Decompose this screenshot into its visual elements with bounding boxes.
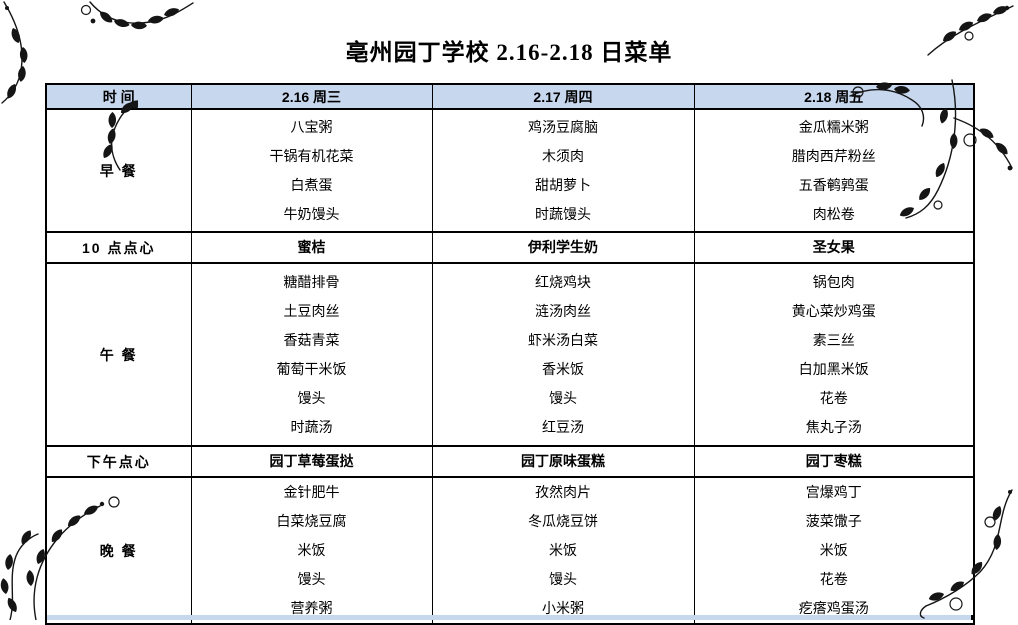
menu-item: 时蔬汤 bbox=[290, 418, 333, 435]
table-row-0: 早 餐八宝粥 干锅有机花菜 白煮蛋 牛奶馒头 鸡汤豆腐脑 木须肉 甜胡萝卜 时蔬馒头 金瓜糯米粥… bbox=[45, 108, 975, 233]
menu-item: 馒头 bbox=[549, 389, 577, 406]
menu-item: 八宝粥 bbox=[290, 118, 333, 135]
page-title: 亳州园丁学校 2.16-2.18 日菜单 bbox=[345, 40, 673, 65]
header-cell-2: 2.17 周四 bbox=[431, 83, 695, 110]
menu-cell: 宫爆鸡丁菠菜馓子米饭花卷疙瘩鸡蛋汤 bbox=[693, 476, 975, 625]
menu-cell: 八宝粥干锅有机花菜 白煮蛋牛奶馒头 bbox=[190, 108, 433, 233]
menu-item: 宫爆鸡丁 bbox=[805, 484, 862, 500]
menu-item: 涟汤肉丝 bbox=[535, 302, 591, 319]
menu-item: 甜胡萝卜 bbox=[535, 176, 591, 193]
menu-item: 园丁枣糕 bbox=[805, 453, 862, 469]
row-label: 早 餐 bbox=[45, 108, 192, 233]
menu-item: 焦丸子汤 bbox=[805, 418, 862, 435]
menu-cell: 金针肥牛白菜烧豆腐米饭馒头营养粥 bbox=[190, 476, 433, 625]
header-cell-3: 2.18 周五 bbox=[693, 83, 975, 110]
menu-item: 孜然肉片 bbox=[535, 484, 591, 500]
menu-cell: 园丁草莓蛋挞 bbox=[190, 445, 433, 478]
menu-item: 小米粥 bbox=[542, 600, 584, 616]
menu-item: 香米饭 bbox=[542, 360, 584, 377]
menu-cell: 伊利学生奶 bbox=[431, 231, 695, 264]
menu-item: 糖醋排骨 bbox=[283, 273, 340, 290]
menu-item: 白菜烧豆腐 bbox=[276, 513, 347, 529]
row-label: 下午点心 bbox=[45, 445, 192, 478]
header-cell-1: 2.16 周三 bbox=[190, 83, 433, 110]
menu-cell: 蜜桔 bbox=[190, 231, 433, 264]
menu-cell: 孜然肉片冬瓜烧豆饼米饭馒头小米粥 bbox=[431, 476, 695, 625]
menu-item: 虾米汤白菜 bbox=[528, 331, 598, 348]
menu-item: 红豆汤 bbox=[542, 418, 584, 435]
menu-item: 米饭 bbox=[549, 542, 577, 558]
menu-item: 金瓜糯米粥 bbox=[798, 118, 869, 135]
table-row-2: 午 餐糖醋排骨 土豆肉丝 香菇青菜 葡萄干米饭 馒头 时蔬汤 红烧鸡块 涟汤肉丝 虾米汤白菜 香米… bbox=[45, 262, 975, 447]
menu-item: 五香鹌鹑蛋 bbox=[798, 176, 869, 193]
menu-item: 木须肉 bbox=[542, 147, 584, 164]
menu-item: 菠菜馓子 bbox=[805, 513, 862, 529]
menu-item: 圣女果 bbox=[812, 239, 855, 255]
menu-item: 米饭 bbox=[819, 542, 848, 558]
menu-item: 园丁草莓蛋挞 bbox=[269, 453, 354, 469]
menu-item: 蜜桔 bbox=[297, 239, 326, 255]
menu-item: 白煮蛋 bbox=[290, 176, 333, 193]
menu-item: 馒头 bbox=[297, 571, 326, 587]
menu-item: 锅包肉 bbox=[812, 273, 855, 290]
menu-cell: 鸡汤豆腐脑木须肉甜胡萝卜时蔬馒头 bbox=[431, 108, 695, 233]
menu-item: 园丁原味蛋糕 bbox=[521, 453, 605, 469]
menu-cell: 金瓜糯米粥腊肉西芹粉丝 五香鹌鹑蛋肉松卷 bbox=[693, 108, 975, 233]
menu-item: 香菇青菜 bbox=[283, 331, 340, 348]
table-row-3: 下午点心 园丁草莓蛋挞 园丁原味蛋糕 园丁枣糕 bbox=[45, 445, 975, 478]
partial-next-row bbox=[45, 615, 973, 620]
row-label: 晚 餐 bbox=[45, 476, 192, 625]
menu-item: 鸡汤豆腐脑 bbox=[528, 118, 598, 135]
menu-item: 馒头 bbox=[297, 389, 326, 406]
table-row-4: 晚 餐金针肥牛 白菜烧豆腐 米饭 馒头 营养粥 孜然肉片 冬瓜烧豆饼 米饭 馒头 小米粥 宫爆鸡丁菠… bbox=[45, 476, 975, 625]
table-row-1: 10 点点心 蜜桔 伊利学生奶 圣女果 bbox=[45, 231, 975, 264]
menu-table: 时 间 2.16 周三 2.17 周四 2.18 周五 早 餐八宝粥 干锅有机花菜 白煮蛋… bbox=[45, 83, 975, 625]
menu-item: 牛奶馒头 bbox=[283, 205, 340, 222]
menu-item: 米饭 bbox=[297, 542, 326, 558]
row-label: 午 餐 bbox=[45, 262, 192, 447]
menu-cell: 园丁枣糕 bbox=[693, 445, 975, 478]
menu-item: 金针肥牛 bbox=[283, 484, 340, 500]
menu-cell: 锅包肉黄心菜炒鸡蛋 素三丝白加黑米饭花卷焦丸子汤 bbox=[693, 262, 975, 447]
menu-item: 素三丝 bbox=[812, 331, 855, 348]
menu-item: 疙瘩鸡蛋汤 bbox=[798, 600, 869, 616]
row-label: 10 点点心 bbox=[45, 231, 192, 264]
menu-item: 伊利学生奶 bbox=[528, 239, 598, 255]
menu-item: 土豆肉丝 bbox=[283, 302, 340, 319]
menu-item: 冬瓜烧豆饼 bbox=[528, 513, 598, 529]
menu-item: 白加黑米饭 bbox=[798, 360, 869, 377]
menu-cell: 糖醋排骨土豆肉丝香菇青菜葡萄干米饭馒头时蔬汤 bbox=[190, 262, 433, 447]
header-cell-0: 时 间 bbox=[45, 83, 192, 110]
menu-item: 腊肉西芹粉丝 bbox=[791, 147, 876, 164]
menu-item: 花卷 bbox=[819, 389, 848, 406]
menu-cell: 红烧鸡块涟汤肉丝虾米汤白菜香米饭馒头红豆汤 bbox=[431, 262, 695, 447]
menu-item: 红烧鸡块 bbox=[535, 273, 591, 290]
table-header-row: 时 间 2.16 周三 2.17 周四 2.18 周五 bbox=[45, 83, 975, 110]
menu-item: 时蔬馒头 bbox=[535, 205, 591, 222]
menu-cell: 圣女果 bbox=[693, 231, 975, 264]
menu-item: 营养粥 bbox=[290, 600, 333, 616]
menu-item: 花卷 bbox=[819, 571, 848, 587]
menu-item: 干锅有机花菜 bbox=[269, 147, 354, 164]
menu-item: 黄心菜炒鸡蛋 bbox=[791, 302, 876, 319]
menu-cell: 园丁原味蛋糕 bbox=[431, 445, 695, 478]
menu-item: 葡萄干米饭 bbox=[276, 360, 347, 377]
menu-item: 肉松卷 bbox=[812, 205, 855, 222]
menu-item: 馒头 bbox=[549, 571, 577, 587]
